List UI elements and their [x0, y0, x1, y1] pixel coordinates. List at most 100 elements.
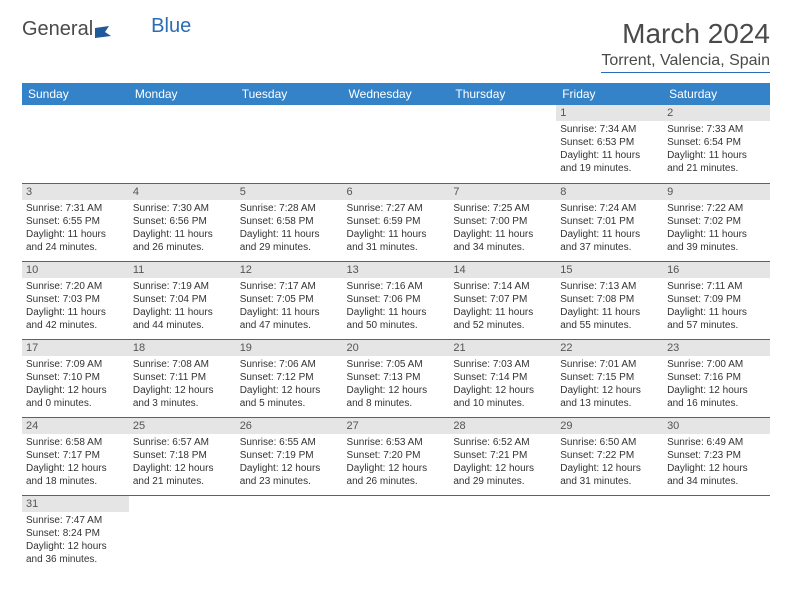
calendar-row: 24Sunrise: 6:58 AMSunset: 7:17 PMDayligh… [22, 417, 770, 495]
calendar-cell: 24Sunrise: 6:58 AMSunset: 7:17 PMDayligh… [22, 417, 129, 495]
day-details: Sunrise: 7:47 AMSunset: 8:24 PMDaylight:… [22, 512, 129, 568]
calendar-table: Sunday Monday Tuesday Wednesday Thursday… [22, 83, 770, 568]
day-details: Sunrise: 7:28 AMSunset: 6:58 PMDaylight:… [236, 200, 343, 256]
calendar-cell: 17Sunrise: 7:09 AMSunset: 7:10 PMDayligh… [22, 339, 129, 417]
calendar-cell: 22Sunrise: 7:01 AMSunset: 7:15 PMDayligh… [556, 339, 663, 417]
calendar-cell: 19Sunrise: 7:06 AMSunset: 7:12 PMDayligh… [236, 339, 343, 417]
day-details: Sunrise: 7:27 AMSunset: 6:59 PMDaylight:… [343, 200, 450, 256]
weekday-header: Wednesday [343, 83, 450, 105]
day-number: 14 [449, 262, 556, 278]
day-details: Sunrise: 7:05 AMSunset: 7:13 PMDaylight:… [343, 356, 450, 412]
day-details: Sunrise: 7:17 AMSunset: 7:05 PMDaylight:… [236, 278, 343, 334]
calendar-cell: 28Sunrise: 6:52 AMSunset: 7:21 PMDayligh… [449, 417, 556, 495]
page-title: March 2024 [601, 18, 770, 50]
flag-icon [95, 23, 113, 37]
day-details: Sunrise: 7:34 AMSunset: 6:53 PMDaylight:… [556, 121, 663, 177]
calendar-cell [129, 105, 236, 183]
day-details: Sunrise: 7:19 AMSunset: 7:04 PMDaylight:… [129, 278, 236, 334]
day-number: 13 [343, 262, 450, 278]
day-details: Sunrise: 6:55 AMSunset: 7:19 PMDaylight:… [236, 434, 343, 490]
day-details: Sunrise: 7:03 AMSunset: 7:14 PMDaylight:… [449, 356, 556, 412]
calendar-cell: 12Sunrise: 7:17 AMSunset: 7:05 PMDayligh… [236, 261, 343, 339]
day-details: Sunrise: 6:52 AMSunset: 7:21 PMDaylight:… [449, 434, 556, 490]
day-details: Sunrise: 7:14 AMSunset: 7:07 PMDaylight:… [449, 278, 556, 334]
day-details: Sunrise: 7:25 AMSunset: 7:00 PMDaylight:… [449, 200, 556, 256]
day-details: Sunrise: 7:11 AMSunset: 7:09 PMDaylight:… [663, 278, 770, 334]
calendar-cell: 4Sunrise: 7:30 AMSunset: 6:56 PMDaylight… [129, 183, 236, 261]
calendar-cell [343, 105, 450, 183]
day-number: 23 [663, 340, 770, 356]
calendar-cell: 25Sunrise: 6:57 AMSunset: 7:18 PMDayligh… [129, 417, 236, 495]
day-details: Sunrise: 7:08 AMSunset: 7:11 PMDaylight:… [129, 356, 236, 412]
calendar-cell: 23Sunrise: 7:00 AMSunset: 7:16 PMDayligh… [663, 339, 770, 417]
day-details: Sunrise: 6:53 AMSunset: 7:20 PMDaylight:… [343, 434, 450, 490]
day-number: 15 [556, 262, 663, 278]
day-details: Sunrise: 6:58 AMSunset: 7:17 PMDaylight:… [22, 434, 129, 490]
day-number: 3 [22, 184, 129, 200]
day-number: 29 [556, 418, 663, 434]
calendar-cell: 3Sunrise: 7:31 AMSunset: 6:55 PMDaylight… [22, 183, 129, 261]
title-block: March 2024 Torrent, Valencia, Spain [601, 18, 770, 73]
day-number: 25 [129, 418, 236, 434]
weekday-header: Friday [556, 83, 663, 105]
day-details: Sunrise: 7:00 AMSunset: 7:16 PMDaylight:… [663, 356, 770, 412]
calendar-cell [22, 105, 129, 183]
day-details: Sunrise: 7:16 AMSunset: 7:06 PMDaylight:… [343, 278, 450, 334]
calendar-cell [449, 105, 556, 183]
location-label: Torrent, Valencia, Spain [601, 52, 770, 73]
day-number: 30 [663, 418, 770, 434]
day-number: 28 [449, 418, 556, 434]
day-details: Sunrise: 7:22 AMSunset: 7:02 PMDaylight:… [663, 200, 770, 256]
calendar-body: 1Sunrise: 7:34 AMSunset: 6:53 PMDaylight… [22, 105, 770, 568]
calendar-cell: 20Sunrise: 7:05 AMSunset: 7:13 PMDayligh… [343, 339, 450, 417]
logo-text-blue: Blue [151, 15, 191, 38]
day-number: 12 [236, 262, 343, 278]
day-number: 24 [22, 418, 129, 434]
calendar-cell: 27Sunrise: 6:53 AMSunset: 7:20 PMDayligh… [343, 417, 450, 495]
calendar-row: 10Sunrise: 7:20 AMSunset: 7:03 PMDayligh… [22, 261, 770, 339]
calendar-cell: 11Sunrise: 7:19 AMSunset: 7:04 PMDayligh… [129, 261, 236, 339]
weekday-header: Tuesday [236, 83, 343, 105]
calendar-cell: 5Sunrise: 7:28 AMSunset: 6:58 PMDaylight… [236, 183, 343, 261]
calendar-cell: 6Sunrise: 7:27 AMSunset: 6:59 PMDaylight… [343, 183, 450, 261]
calendar-cell: 13Sunrise: 7:16 AMSunset: 7:06 PMDayligh… [343, 261, 450, 339]
calendar-cell: 30Sunrise: 6:49 AMSunset: 7:23 PMDayligh… [663, 417, 770, 495]
calendar-row: 17Sunrise: 7:09 AMSunset: 7:10 PMDayligh… [22, 339, 770, 417]
calendar-cell: 29Sunrise: 6:50 AMSunset: 7:22 PMDayligh… [556, 417, 663, 495]
day-number: 5 [236, 184, 343, 200]
day-details: Sunrise: 7:33 AMSunset: 6:54 PMDaylight:… [663, 121, 770, 177]
day-details: Sunrise: 7:13 AMSunset: 7:08 PMDaylight:… [556, 278, 663, 334]
calendar-cell: 15Sunrise: 7:13 AMSunset: 7:08 PMDayligh… [556, 261, 663, 339]
weekday-header: Saturday [663, 83, 770, 105]
day-number: 11 [129, 262, 236, 278]
day-number: 31 [22, 496, 129, 512]
calendar-cell: 14Sunrise: 7:14 AMSunset: 7:07 PMDayligh… [449, 261, 556, 339]
logo-text-general: General [22, 18, 93, 41]
day-details: Sunrise: 7:31 AMSunset: 6:55 PMDaylight:… [22, 200, 129, 256]
calendar-row: 31Sunrise: 7:47 AMSunset: 8:24 PMDayligh… [22, 495, 770, 568]
day-details: Sunrise: 7:20 AMSunset: 7:03 PMDaylight:… [22, 278, 129, 334]
calendar-cell: 16Sunrise: 7:11 AMSunset: 7:09 PMDayligh… [663, 261, 770, 339]
day-number: 9 [663, 184, 770, 200]
day-number: 26 [236, 418, 343, 434]
day-details: Sunrise: 6:57 AMSunset: 7:18 PMDaylight:… [129, 434, 236, 490]
day-number: 18 [129, 340, 236, 356]
day-number: 16 [663, 262, 770, 278]
weekday-header: Sunday [22, 83, 129, 105]
calendar-row: 3Sunrise: 7:31 AMSunset: 6:55 PMDaylight… [22, 183, 770, 261]
weekday-header: Thursday [449, 83, 556, 105]
day-number: 27 [343, 418, 450, 434]
calendar-cell: 31Sunrise: 7:47 AMSunset: 8:24 PMDayligh… [22, 495, 129, 568]
weekday-header-row: Sunday Monday Tuesday Wednesday Thursday… [22, 83, 770, 105]
calendar-cell [343, 495, 450, 568]
calendar-cell [236, 105, 343, 183]
day-details: Sunrise: 6:49 AMSunset: 7:23 PMDaylight:… [663, 434, 770, 490]
calendar-row: 1Sunrise: 7:34 AMSunset: 6:53 PMDaylight… [22, 105, 770, 183]
calendar-cell: 2Sunrise: 7:33 AMSunset: 6:54 PMDaylight… [663, 105, 770, 183]
header: General Blue March 2024 Torrent, Valenci… [22, 18, 770, 73]
calendar-cell: 8Sunrise: 7:24 AMSunset: 7:01 PMDaylight… [556, 183, 663, 261]
day-details: Sunrise: 7:01 AMSunset: 7:15 PMDaylight:… [556, 356, 663, 412]
calendar-cell [236, 495, 343, 568]
day-number: 6 [343, 184, 450, 200]
day-details: Sunrise: 7:09 AMSunset: 7:10 PMDaylight:… [22, 356, 129, 412]
